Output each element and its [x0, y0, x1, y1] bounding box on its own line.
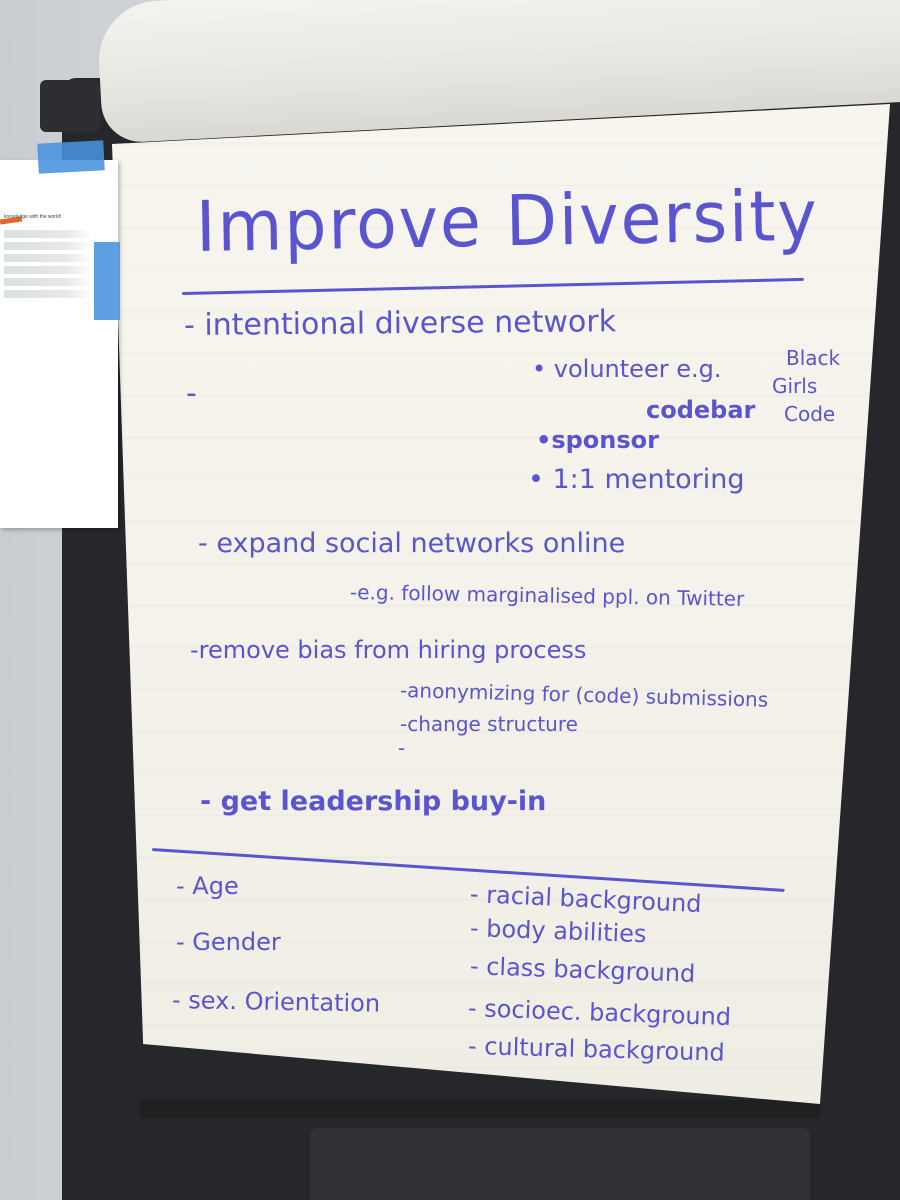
dimension-gender: - Gender [176, 928, 281, 956]
flipchart-sheet [112, 104, 890, 1104]
note-line [4, 278, 92, 286]
item-remove-bias: -remove bias from hiring process [190, 636, 587, 664]
note-line [4, 290, 92, 298]
sub-item-codebar: codebar [646, 396, 756, 424]
note-line [4, 242, 92, 250]
easel-base [310, 1128, 810, 1200]
note-body-lines [4, 226, 92, 298]
marker-tray [140, 1100, 820, 1118]
item-leadership: - get leadership buy-in [200, 786, 547, 817]
dimension-age: - Age [176, 872, 239, 900]
sub-item-black: Black [786, 346, 841, 370]
pinned-note: knowledge with the world! [0, 160, 118, 528]
sub-item-girls: Girls [772, 374, 818, 398]
empty-dash: - [186, 376, 197, 411]
sub-item-sponsor: •sponsor [536, 426, 659, 454]
sub-item-code: Code [784, 402, 836, 426]
flipchart-title: Improve Diversity [195, 174, 820, 268]
item-expand-networks: - expand social networks online [198, 528, 626, 559]
item-intentional-network: - intentional diverse network [183, 304, 617, 343]
tape-strip [37, 140, 105, 174]
tape-strip [94, 242, 120, 320]
sub-item-change-structure: -change structure [400, 712, 578, 736]
easel-clip [40, 80, 100, 132]
paper-texture [112, 104, 890, 1104]
sub-item-volunteer: • volunteer e.g. [532, 355, 722, 383]
note-line [4, 266, 92, 274]
dimension-sexual-orientation: - sex. Orientation [171, 986, 381, 1018]
sub-item-mentoring: • 1:1 mentoring [528, 464, 745, 495]
note-text: knowledge with the world! [4, 214, 62, 220]
note-line [4, 230, 92, 238]
empty-dash: - [398, 736, 406, 760]
note-line [4, 254, 92, 262]
